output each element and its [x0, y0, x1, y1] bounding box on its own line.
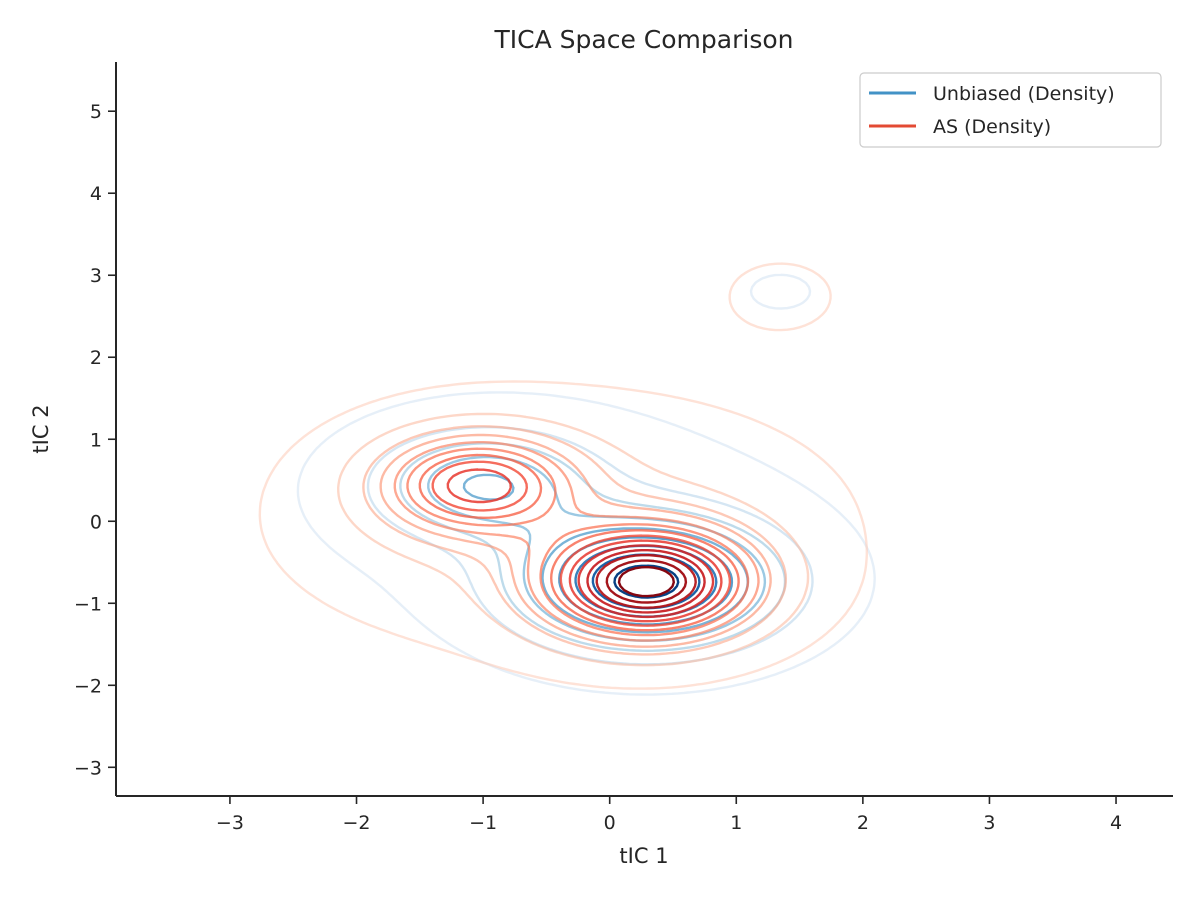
contour-line — [431, 460, 732, 627]
contour-line — [362, 425, 787, 656]
y-tick-label: 0 — [90, 511, 102, 533]
contour-line — [617, 565, 675, 598]
contour-line — [258, 262, 868, 690]
y-tick-label: 4 — [90, 183, 102, 205]
y-tick-label: −1 — [74, 593, 102, 615]
x-tick-label: 4 — [1110, 812, 1122, 834]
contour-line — [595, 553, 697, 609]
contour-line — [337, 412, 810, 667]
contour-line — [393, 441, 760, 642]
x-tick-label: −3 — [216, 812, 244, 834]
contour-line — [577, 544, 715, 619]
y-tick-label: −3 — [74, 757, 102, 779]
x-ticks: −3 −2 −1 0 1 2 3 4 — [216, 796, 1122, 834]
x-tick-label: −1 — [469, 812, 497, 834]
legend-label-as: AS (Density) — [933, 116, 1051, 138]
x-tick-label: 1 — [730, 812, 742, 834]
contour-line — [586, 549, 706, 614]
y-tick-label: 3 — [90, 265, 102, 287]
contour-line — [605, 559, 688, 604]
legend: Unbiased (Density) AS (Density) — [859, 72, 1162, 148]
y-tick-label: 2 — [90, 347, 102, 369]
x-axis-label: tIC 1 — [619, 844, 668, 868]
legend-frame — [859, 72, 1162, 148]
contour-line — [613, 564, 680, 599]
y-axis-label: tIC 2 — [29, 404, 53, 453]
legend-label-unbiased: Unbiased (Density) — [933, 83, 1115, 105]
y-tick-label: 1 — [90, 429, 102, 451]
contour-layer — [258, 262, 876, 696]
contour-line — [418, 453, 740, 632]
chart-title: TICA Space Comparison — [494, 25, 794, 54]
x-tick-label: 3 — [983, 812, 995, 834]
y-tick-label: 5 — [90, 101, 102, 123]
contour-line — [446, 468, 723, 623]
axes — [115, 62, 1173, 797]
y-ticks: −3 −2 −1 0 1 2 3 4 5 — [74, 101, 116, 779]
x-tick-label: 2 — [857, 812, 869, 834]
y-tick-label: −2 — [74, 675, 102, 697]
contour-line — [379, 433, 772, 648]
contour-series-1 — [258, 262, 868, 690]
x-tick-label: −2 — [343, 812, 371, 834]
x-tick-label: 0 — [604, 812, 616, 834]
contour-line — [406, 447, 750, 637]
